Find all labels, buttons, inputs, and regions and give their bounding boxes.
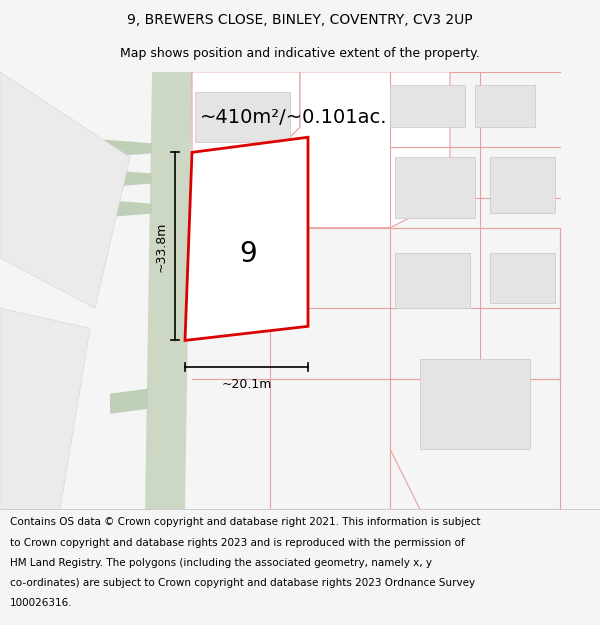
Polygon shape: [145, 72, 192, 509]
Bar: [475, 85, 535, 127]
Polygon shape: [0, 72, 130, 308]
Bar: [490, 158, 555, 212]
Bar: [195, 92, 290, 142]
Polygon shape: [0, 308, 90, 509]
Bar: [205, 158, 270, 202]
Polygon shape: [100, 169, 152, 187]
Polygon shape: [100, 199, 152, 217]
Bar: [390, 85, 465, 127]
Bar: [210, 192, 285, 288]
Bar: [490, 253, 555, 303]
Polygon shape: [100, 139, 152, 158]
Text: ~20.1m: ~20.1m: [221, 378, 272, 391]
Text: Contains OS data © Crown copyright and database right 2021. This information is : Contains OS data © Crown copyright and d…: [10, 518, 481, 528]
Polygon shape: [185, 138, 308, 341]
Polygon shape: [192, 72, 300, 158]
Text: 9: 9: [239, 240, 257, 268]
Text: HM Land Registry. The polygons (including the associated geometry, namely x, y: HM Land Registry. The polygons (includin…: [10, 558, 432, 568]
Text: co-ordinates) are subject to Crown copyright and database rights 2023 Ordnance S: co-ordinates) are subject to Crown copyr…: [10, 578, 475, 588]
Polygon shape: [110, 389, 148, 414]
Text: 9, BREWERS CLOSE, BINLEY, COVENTRY, CV3 2UP: 9, BREWERS CLOSE, BINLEY, COVENTRY, CV3 …: [127, 13, 473, 27]
Bar: [395, 253, 470, 308]
Text: 100026316.: 100026316.: [10, 598, 73, 608]
Polygon shape: [270, 72, 450, 228]
Bar: [395, 158, 475, 218]
Text: Map shows position and indicative extent of the property.: Map shows position and indicative extent…: [120, 47, 480, 59]
Text: ~33.8m: ~33.8m: [155, 221, 167, 271]
Text: to Crown copyright and database rights 2023 and is reproduced with the permissio: to Crown copyright and database rights 2…: [10, 538, 464, 548]
Text: ~410m²/~0.101ac.: ~410m²/~0.101ac.: [200, 107, 388, 127]
Bar: [420, 359, 530, 449]
